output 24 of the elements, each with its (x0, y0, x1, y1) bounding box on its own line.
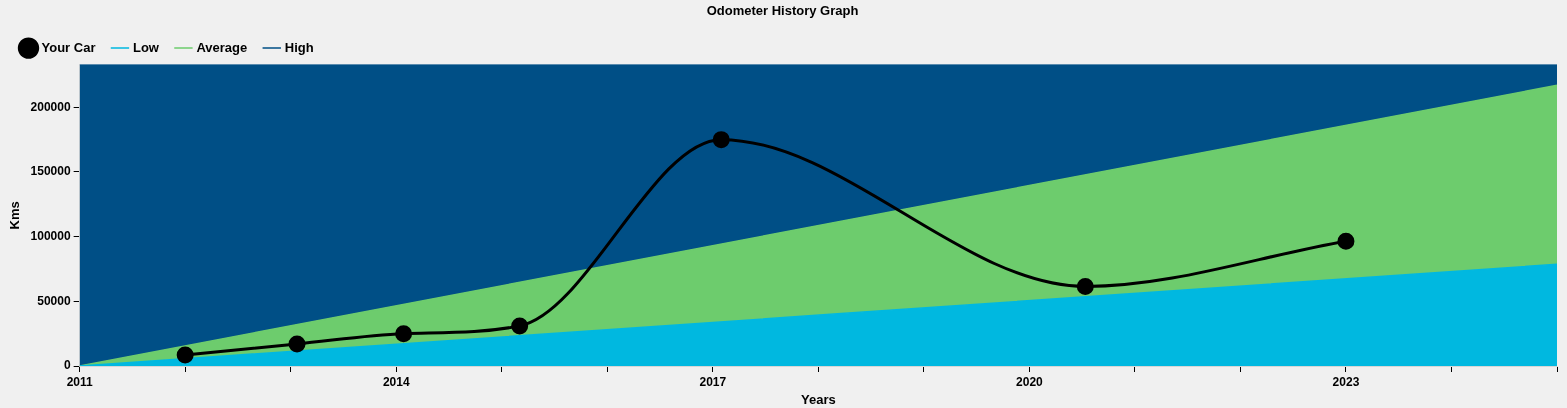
x-tick-label: 2017 (699, 374, 727, 389)
chart-title: Odometer History Graph (706, 3, 859, 19)
point (1076, 277, 1094, 295)
point (511, 317, 529, 335)
legend-label: Your Car (41, 39, 96, 55)
x-axis-title: Years (800, 391, 836, 407)
point (1337, 232, 1355, 250)
x-tick-label: 2011 (66, 374, 93, 389)
legend-label: Low (132, 39, 160, 55)
y-tick-label: 200000 (30, 99, 71, 114)
x-tick-label: 2020 (1016, 374, 1044, 389)
y-axis-title: Kms (7, 201, 23, 230)
y-tick-label: 150000 (30, 164, 71, 179)
y-tick-label: 0 (63, 358, 71, 373)
legend-label: High (284, 39, 314, 55)
point (395, 325, 413, 343)
point (288, 335, 306, 353)
legend-label: Average (196, 39, 248, 55)
x-tick-label: 2023 (1332, 374, 1360, 389)
x-tick-label: 2014 (382, 374, 410, 389)
y-tick-label: 100000 (30, 228, 71, 243)
point (712, 131, 730, 149)
point (176, 346, 194, 364)
y-tick-label: 50000 (37, 293, 71, 308)
